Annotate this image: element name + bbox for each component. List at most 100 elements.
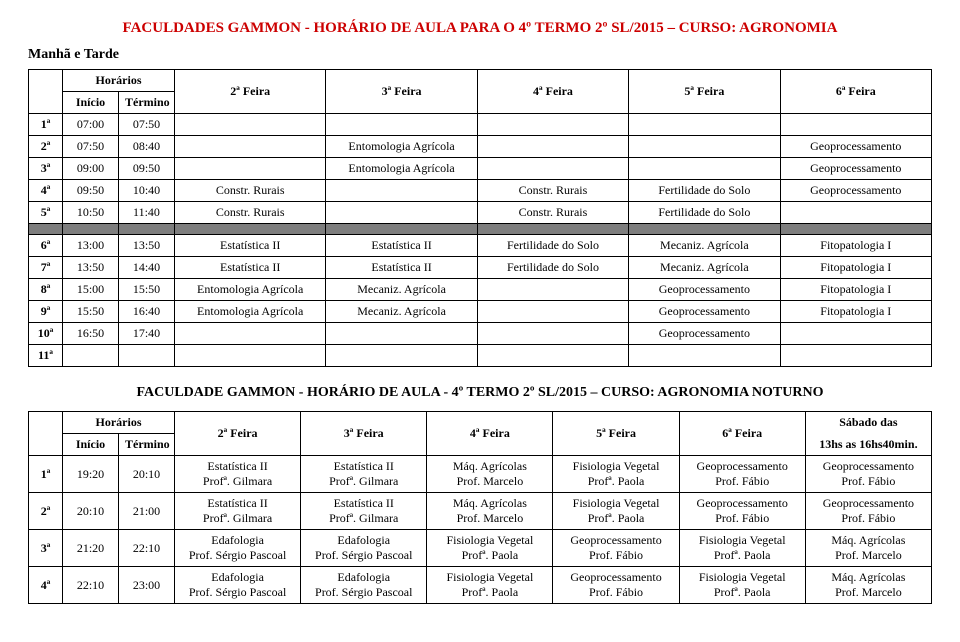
course-cell: Mecaniz. Agrícola bbox=[326, 301, 477, 323]
professor-name: Prof. Sérgio Pascoal bbox=[307, 585, 420, 600]
time-cell: 15:50 bbox=[63, 301, 119, 323]
course-name: Estatística II bbox=[181, 496, 294, 511]
course-cell: EdafologiaProf. Sérgio Pascoal bbox=[175, 567, 301, 604]
table-head-row: Horários 2ª Feira 3ª Feira 4ª Feira 5ª F… bbox=[29, 412, 932, 434]
time-cell bbox=[119, 345, 175, 367]
professor-name: Profª. Gilmara bbox=[181, 511, 294, 526]
course-cell: Máq. AgrícolasProf. Marcelo bbox=[805, 530, 931, 567]
course-cell bbox=[477, 345, 628, 367]
course-cell: Mecaniz. Agrícola bbox=[629, 235, 780, 257]
course-cell bbox=[326, 180, 477, 202]
col-num-blank bbox=[29, 70, 63, 114]
gap-row bbox=[29, 224, 932, 235]
table-row: 2ª20:1021:00Estatística IIProfª. Gilmara… bbox=[29, 493, 932, 530]
col-4feira: 4ª Feira bbox=[427, 412, 553, 456]
course-name: Geoprocessamento bbox=[559, 570, 672, 585]
page-subtitle: Manhã e Tarde bbox=[28, 47, 932, 63]
course-cell: Constr. Rurais bbox=[175, 180, 326, 202]
professor-name: Prof. Marcelo bbox=[433, 511, 546, 526]
course-name: Edafologia bbox=[307, 533, 420, 548]
course-cell bbox=[477, 279, 628, 301]
time-cell: 08:40 bbox=[119, 136, 175, 158]
course-cell: Estatística II bbox=[326, 257, 477, 279]
row-num: 2ª bbox=[29, 136, 63, 158]
course-cell: Fertilidade do Solo bbox=[629, 180, 780, 202]
course-cell: Entomologia Agrícola bbox=[175, 301, 326, 323]
course-cell: Fitopatologia I bbox=[780, 301, 931, 323]
course-cell: Geoprocessamento bbox=[780, 158, 931, 180]
time-cell bbox=[63, 345, 119, 367]
course-cell: Estatística II bbox=[326, 235, 477, 257]
professor-name: Profª. Paola bbox=[559, 511, 672, 526]
course-name: Edafologia bbox=[307, 570, 420, 585]
time-cell: 07:00 bbox=[63, 114, 119, 136]
section-title-noturno: FACULDADE GAMMON - HORÁRIO DE AULA - 4º … bbox=[28, 385, 932, 401]
course-name: Máq. Agrícolas bbox=[433, 459, 546, 474]
table-row: 6ª13:0013:50Estatística IIEstatística II… bbox=[29, 235, 932, 257]
time-cell: 13:50 bbox=[63, 257, 119, 279]
professor-name: Profª. Paola bbox=[559, 474, 672, 489]
course-cell: Estatística IIProfª. Gilmara bbox=[301, 493, 427, 530]
professor-name: Profª. Gilmara bbox=[307, 474, 420, 489]
time-cell: 10:50 bbox=[63, 202, 119, 224]
table-row: 1ª19:2020:10Estatística IIProfª. Gilmara… bbox=[29, 456, 932, 493]
col-5feira: 5ª Feira bbox=[629, 70, 780, 114]
professor-name: Prof. Marcelo bbox=[433, 474, 546, 489]
course-cell bbox=[780, 202, 931, 224]
course-cell: GeoprocessamentoProf. Fábio bbox=[805, 456, 931, 493]
row-num: 4ª bbox=[29, 180, 63, 202]
time-cell: 09:00 bbox=[63, 158, 119, 180]
course-cell: Fitopatologia I bbox=[780, 279, 931, 301]
course-name: Fisiologia Vegetal bbox=[559, 459, 672, 474]
course-cell: Geoprocessamento bbox=[629, 301, 780, 323]
course-name: Estatística II bbox=[307, 459, 420, 474]
professor-name: Profª. Paola bbox=[433, 585, 546, 600]
table-head-row: Horários 2ª Feira 3ª Feira 4ª Feira 5ª F… bbox=[29, 70, 932, 92]
col-num-blank bbox=[29, 412, 63, 456]
course-cell bbox=[175, 114, 326, 136]
col-2feira: 2ª Feira bbox=[175, 70, 326, 114]
professor-name: Profª. Paola bbox=[686, 585, 799, 600]
col-inicio: Início bbox=[63, 434, 119, 456]
course-cell: Fitopatologia I bbox=[780, 235, 931, 257]
time-cell: 16:40 bbox=[119, 301, 175, 323]
professor-name: Prof. Fábio bbox=[559, 548, 672, 563]
course-cell: Geoprocessamento bbox=[780, 136, 931, 158]
course-cell: GeoprocessamentoProf. Fábio bbox=[679, 456, 805, 493]
time-cell: 09:50 bbox=[63, 180, 119, 202]
col-horarios: Horários bbox=[63, 70, 175, 92]
time-cell: 23:00 bbox=[119, 567, 175, 604]
time-cell: 10:40 bbox=[119, 180, 175, 202]
course-cell: Fisiologia VegetalProfª. Paola bbox=[427, 530, 553, 567]
col-4feira: 4ª Feira bbox=[477, 70, 628, 114]
course-cell bbox=[326, 114, 477, 136]
course-cell bbox=[477, 136, 628, 158]
time-cell: 13:50 bbox=[119, 235, 175, 257]
row-num: 11ª bbox=[29, 345, 63, 367]
course-name: Geoprocessamento bbox=[812, 496, 925, 511]
course-cell: Fertilidade do Solo bbox=[629, 202, 780, 224]
course-cell: Estatística IIProfª. Gilmara bbox=[175, 493, 301, 530]
col-inicio: Início bbox=[63, 92, 119, 114]
time-cell: 22:10 bbox=[119, 530, 175, 567]
course-cell: Estatística IIProfª. Gilmara bbox=[175, 456, 301, 493]
course-cell: Entomologia Agrícola bbox=[175, 279, 326, 301]
course-name: Fisiologia Vegetal bbox=[559, 496, 672, 511]
course-cell bbox=[477, 301, 628, 323]
professor-name: Profª. Gilmara bbox=[307, 511, 420, 526]
course-cell: Constr. Rurais bbox=[477, 180, 628, 202]
course-cell: Fertilidade do Solo bbox=[477, 257, 628, 279]
col-termino: Término bbox=[119, 434, 175, 456]
row-num: 9ª bbox=[29, 301, 63, 323]
time-cell: 20:10 bbox=[63, 493, 119, 530]
course-cell bbox=[326, 345, 477, 367]
course-cell: Fitopatologia I bbox=[780, 257, 931, 279]
row-num: 6ª bbox=[29, 235, 63, 257]
col-3feira: 3ª Feira bbox=[326, 70, 477, 114]
course-cell: GeoprocessamentoProf. Fábio bbox=[553, 530, 679, 567]
table-row: 2ª07:5008:40Entomologia AgrícolaGeoproce… bbox=[29, 136, 932, 158]
course-cell: Máq. AgrícolasProf. Marcelo bbox=[805, 567, 931, 604]
course-cell bbox=[780, 114, 931, 136]
table-row: 8ª15:0015:50Entomologia AgrícolaMecaniz.… bbox=[29, 279, 932, 301]
col-6feira: 6ª Feira bbox=[780, 70, 931, 114]
